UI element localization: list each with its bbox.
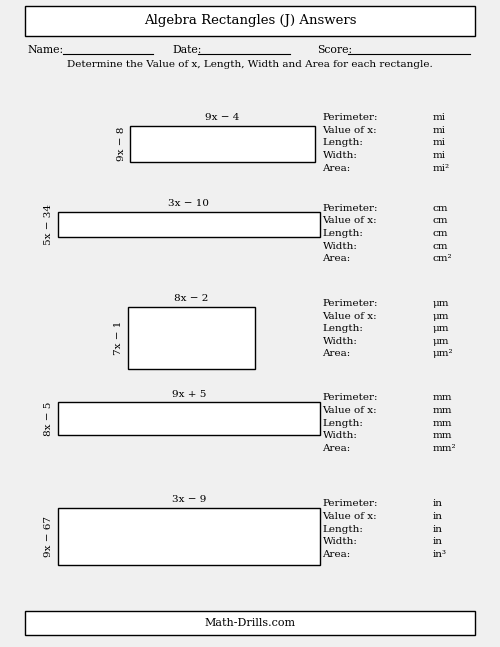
Text: cm²: cm² (432, 254, 452, 263)
Bar (58, 508, 320, 565)
Text: Value of x:: Value of x: (322, 512, 377, 521)
Text: μm²: μm² (432, 349, 453, 358)
Text: in³: in³ (432, 550, 446, 559)
Text: Area:: Area: (322, 349, 351, 358)
Text: Width:: Width: (322, 431, 358, 440)
Text: cm: cm (432, 229, 448, 238)
Text: Length:: Length: (322, 138, 364, 148)
Text: 8x − 2: 8x − 2 (174, 294, 208, 303)
Text: Value of x:: Value of x: (322, 126, 377, 135)
Text: in: in (432, 512, 442, 521)
Text: 3x − 9: 3x − 9 (172, 495, 206, 504)
Text: Length:: Length: (322, 324, 364, 333)
Text: Date:: Date: (172, 45, 202, 55)
Text: Algebra Rectangles (J) Answers: Algebra Rectangles (J) Answers (144, 14, 356, 27)
Bar (130, 126, 315, 162)
Text: 3x − 10: 3x − 10 (168, 199, 209, 208)
Text: 7x − 1: 7x − 1 (114, 321, 123, 355)
Text: Area:: Area: (322, 550, 351, 559)
Text: μm: μm (432, 336, 449, 345)
Text: Determine the Value of x, Length, Width and Area for each rectangle.: Determine the Value of x, Length, Width … (67, 60, 433, 69)
Text: cm: cm (432, 241, 448, 250)
Text: 9x − 4: 9x − 4 (206, 113, 240, 122)
Text: Width:: Width: (322, 151, 358, 160)
Text: 9x − 8: 9x − 8 (116, 127, 126, 161)
Text: Length:: Length: (322, 525, 364, 534)
Text: mi: mi (432, 126, 446, 135)
Text: cm: cm (432, 216, 448, 225)
Text: 8x − 5: 8x − 5 (44, 401, 53, 436)
Text: mi²: mi² (432, 164, 450, 173)
Text: mm: mm (432, 431, 452, 440)
Text: 9x − 67: 9x − 67 (44, 516, 53, 557)
Text: Value of x:: Value of x: (322, 311, 377, 320)
Text: 5x − 34: 5x − 34 (44, 204, 53, 245)
Text: Area:: Area: (322, 254, 351, 263)
Text: μm: μm (432, 299, 449, 308)
Bar (58, 402, 320, 435)
Text: mi: mi (432, 113, 446, 122)
Text: in: in (432, 499, 442, 509)
Text: in: in (432, 525, 442, 534)
Text: Length:: Length: (322, 229, 364, 238)
Text: μm: μm (432, 324, 449, 333)
Text: Area:: Area: (322, 444, 351, 453)
Text: Math-Drills.com: Math-Drills.com (204, 618, 296, 628)
Text: Score:: Score: (318, 45, 352, 55)
Text: Width:: Width: (322, 336, 358, 345)
Text: Perimeter:: Perimeter: (322, 113, 378, 122)
Text: 9x + 5: 9x + 5 (172, 389, 206, 399)
Text: μm: μm (432, 311, 449, 320)
Text: Width:: Width: (322, 537, 358, 546)
Text: mi: mi (432, 138, 446, 148)
Text: mm: mm (432, 393, 452, 402)
Text: mi: mi (432, 151, 446, 160)
Text: Name:: Name: (28, 45, 64, 55)
Text: Value of x:: Value of x: (322, 406, 377, 415)
Text: Value of x:: Value of x: (322, 216, 377, 225)
Bar (128, 307, 255, 369)
Text: Area:: Area: (322, 164, 351, 173)
Text: Perimeter:: Perimeter: (322, 204, 378, 213)
Text: in: in (432, 537, 442, 546)
Bar (25, 6, 475, 36)
Text: Perimeter:: Perimeter: (322, 393, 378, 402)
Text: Width:: Width: (322, 241, 358, 250)
Text: mm²: mm² (432, 444, 456, 453)
Text: mm: mm (432, 419, 452, 428)
Text: mm: mm (432, 406, 452, 415)
Bar (25, 611, 475, 635)
Text: Perimeter:: Perimeter: (322, 299, 378, 308)
Text: Length:: Length: (322, 419, 364, 428)
Bar (58, 212, 320, 237)
Text: Perimeter:: Perimeter: (322, 499, 378, 509)
Text: cm: cm (432, 204, 448, 213)
